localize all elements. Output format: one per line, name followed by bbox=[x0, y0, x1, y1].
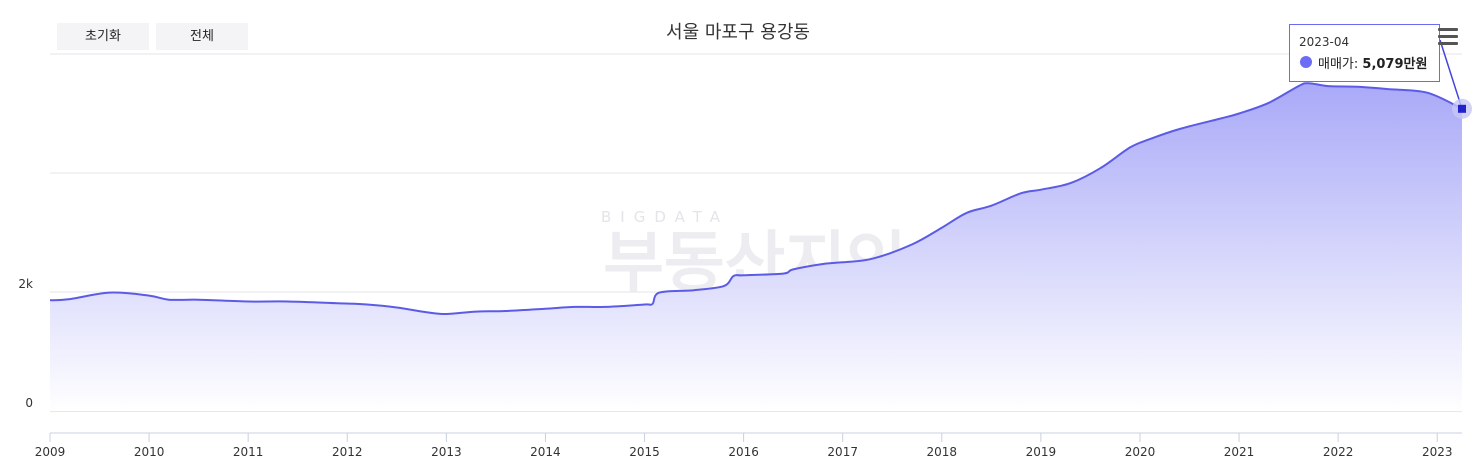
x-tick-label: 2020 bbox=[1125, 445, 1156, 459]
tooltip-date: 2023-04 bbox=[1299, 35, 1350, 49]
reset-zoom-button[interactable]: 초기화 bbox=[57, 23, 149, 50]
x-tick-label: 2019 bbox=[1026, 445, 1057, 459]
x-tick-label: 2011 bbox=[233, 445, 264, 459]
y-tick-label: 2k bbox=[18, 277, 33, 291]
x-tick-label: 2017 bbox=[827, 445, 858, 459]
x-tick-label: 2010 bbox=[134, 445, 165, 459]
hover-marker bbox=[1458, 104, 1466, 113]
x-tick-label: 2009 bbox=[35, 445, 66, 459]
x-tick-label: 2021 bbox=[1224, 445, 1255, 459]
chart-title: 서울 마포구 용강동 bbox=[666, 22, 810, 43]
x-tick-label: 2022 bbox=[1323, 445, 1354, 459]
tooltip-value: 5,079만원 bbox=[1362, 57, 1428, 72]
x-tick-label: 2018 bbox=[927, 445, 958, 459]
x-tick-label: 2012 bbox=[332, 445, 363, 459]
x-tick-label: 2014 bbox=[530, 445, 561, 459]
series-line bbox=[49, 82, 1463, 316]
tooltip: 2023-04 매매가: 5,079만원 bbox=[1289, 24, 1440, 82]
watermark-top: BIGDATA bbox=[601, 208, 729, 226]
series-dot-icon bbox=[1300, 56, 1312, 68]
show-all-button[interactable]: 전체 bbox=[156, 23, 248, 50]
tooltip-value-row: 매매가: 5,079만원 bbox=[1318, 53, 1427, 72]
y-tick-label: 0 bbox=[25, 396, 33, 410]
tooltip-connector bbox=[1439, 39, 1463, 110]
series-area bbox=[50, 83, 1462, 412]
x-tick-label: 2016 bbox=[728, 445, 759, 459]
tooltip-label: 매매가: bbox=[1318, 57, 1359, 72]
x-tick-label: 2023 bbox=[1422, 445, 1453, 459]
chart-menu-icon[interactable] bbox=[1437, 28, 1459, 46]
x-tick-label: 2013 bbox=[431, 445, 462, 459]
x-tick-label: 2015 bbox=[629, 445, 660, 459]
